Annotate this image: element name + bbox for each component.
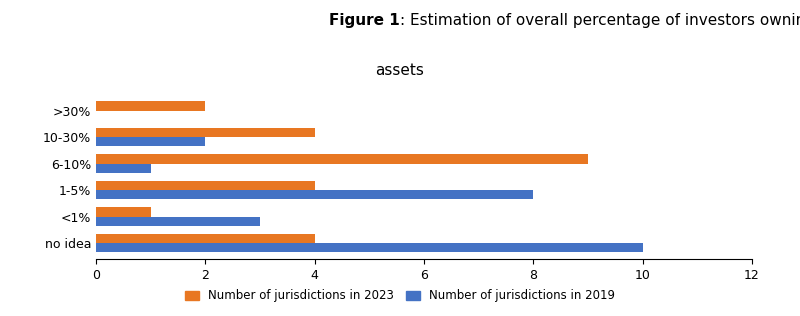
- Text: assets: assets: [375, 63, 425, 78]
- Bar: [96, 207, 150, 217]
- Bar: [96, 155, 588, 164]
- Bar: [96, 128, 314, 137]
- Bar: [96, 181, 314, 190]
- Bar: [96, 234, 314, 243]
- Bar: [96, 164, 150, 173]
- Legend: Number of jurisdictions in 2023, Number of jurisdictions in 2019: Number of jurisdictions in 2023, Number …: [180, 284, 620, 307]
- Bar: [96, 217, 260, 226]
- Text: : Estimation of overall percentage of investors owning crypto-: : Estimation of overall percentage of in…: [400, 13, 800, 27]
- Bar: [96, 243, 642, 252]
- Bar: [96, 101, 206, 111]
- Bar: [96, 190, 534, 199]
- Text: Figure 1: Figure 1: [330, 13, 400, 27]
- Bar: [96, 137, 206, 147]
